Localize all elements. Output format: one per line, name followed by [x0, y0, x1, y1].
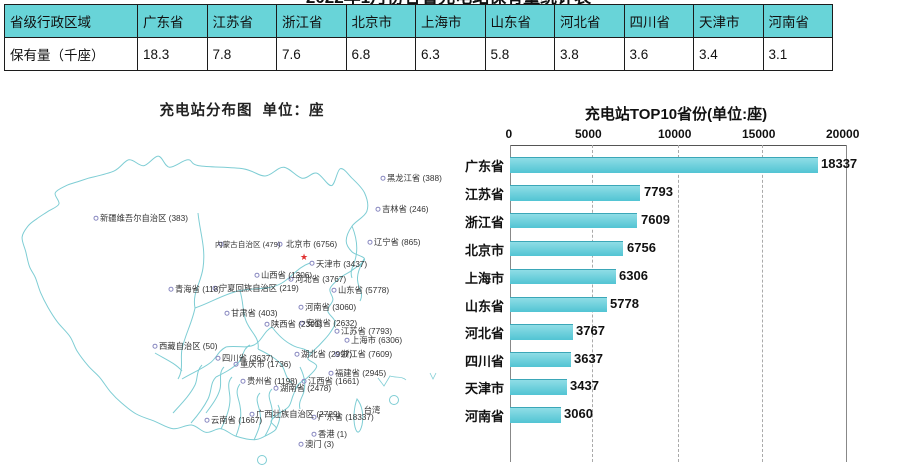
svg-text:香港 (1): 香港 (1) [318, 429, 347, 439]
svg-text:云南省 (1667): 云南省 (1667) [211, 415, 262, 425]
svg-text:宁夏回族自治区 (219): 宁夏回族自治区 (219) [219, 283, 299, 293]
svg-text:★: ★ [300, 252, 308, 262]
svg-text:新疆维吾尔自治区 (383): 新疆维吾尔自治区 (383) [100, 213, 188, 223]
svg-text:上海市 (6306): 上海市 (6306) [351, 335, 402, 345]
svg-text:重庆市 (1736): 重庆市 (1736) [240, 359, 291, 369]
svg-text:内蒙古自治区 (479): 内蒙古自治区 (479) [215, 239, 281, 249]
svg-text:北京市 (6756): 北京市 (6756) [286, 239, 337, 249]
svg-text:青海省 (118): 青海省 (118) [175, 284, 221, 294]
svg-text:福建省 (2945): 福建省 (2945) [335, 368, 386, 378]
svg-text:天津市 (3437): 天津市 (3437) [316, 259, 367, 269]
svg-text:浙江省 (7609): 浙江省 (7609) [341, 349, 392, 359]
svg-text:台湾: 台湾 [364, 405, 381, 415]
svg-text:澳门 (3): 澳门 (3) [305, 439, 334, 449]
svg-text:河北省 (3767): 河北省 (3767) [295, 274, 346, 284]
svg-text:山东省 (5778): 山东省 (5778) [338, 285, 389, 295]
svg-text:西藏自治区 (50): 西藏自治区 (50) [159, 341, 218, 351]
svg-text:河南省 (3060): 河南省 (3060) [305, 302, 356, 312]
svg-text:甘肃省 (403): 甘肃省 (403) [231, 308, 278, 318]
